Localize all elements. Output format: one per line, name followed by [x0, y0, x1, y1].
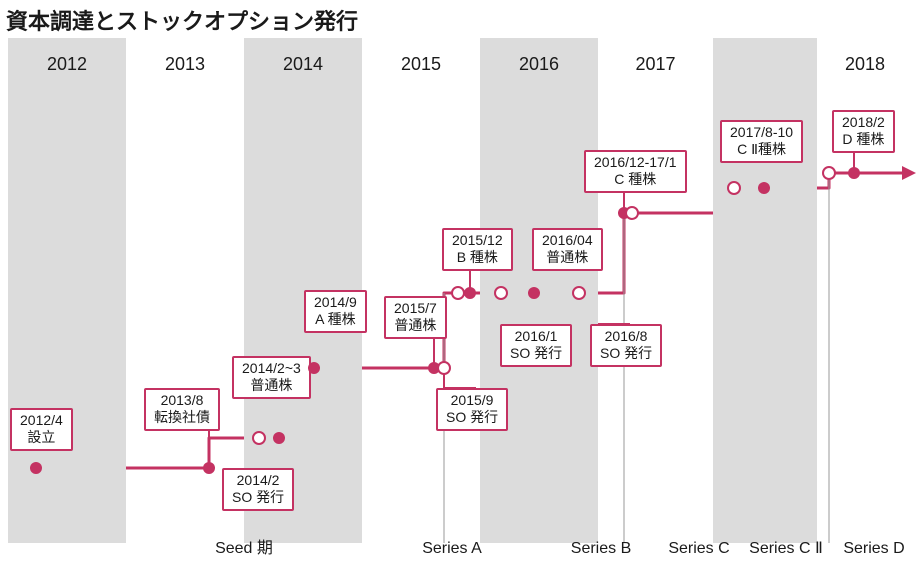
- series-label: Series C Ⅱ: [738, 538, 834, 558]
- series-label: Seed 期: [126, 534, 362, 558]
- event-desc: C Ⅱ種株: [730, 141, 793, 158]
- filled-marker: [758, 182, 770, 194]
- series-label: Series B: [542, 540, 660, 558]
- year-label: 2015: [362, 54, 480, 75]
- event-desc: D 種株: [842, 131, 885, 148]
- year-label: 2013: [126, 54, 244, 75]
- event-desc: 設立: [20, 429, 63, 446]
- filled-marker: [308, 362, 320, 374]
- year-label: 2014: [244, 54, 362, 75]
- open-marker: [451, 286, 465, 300]
- event-desc: SO 発行: [600, 345, 652, 362]
- year-label: 2016: [480, 54, 598, 75]
- filled-marker: [273, 432, 285, 444]
- event-conv-bond: 2013/8転換社債: [144, 388, 220, 431]
- event-date: 2016/8: [600, 328, 652, 345]
- event-date: 2015/12: [452, 232, 503, 249]
- series-label: Series A: [362, 540, 542, 558]
- open-marker: [252, 431, 266, 445]
- event-d-pref: 2018/2D 種株: [832, 110, 895, 153]
- event-desc: SO 発行: [510, 345, 562, 362]
- event-desc: B 種株: [452, 249, 503, 266]
- filled-marker: [203, 462, 215, 474]
- event-date: 2014/2~3: [242, 360, 301, 377]
- timeline-chart: 2012201320142015201620172018Seed 期Series…: [4, 38, 918, 566]
- year-band-2012: 2012: [8, 38, 126, 543]
- event-a-pref: 2014/9A 種株: [304, 290, 367, 333]
- filled-marker: [30, 462, 42, 474]
- series-label: Series D: [834, 540, 914, 558]
- page-title: 資本調達とストックオプション発行: [6, 4, 358, 36]
- event-desc: 普通株: [394, 317, 437, 334]
- series-label: Series C: [660, 540, 738, 558]
- event-so-2016-8: 2016/8SO 発行: [590, 324, 662, 367]
- event-date: 2015/9: [446, 392, 498, 409]
- open-marker: [625, 206, 639, 220]
- event-desc: 普通株: [242, 377, 301, 394]
- event-date: 2017/8-10: [730, 124, 793, 141]
- event-c2-pref: 2017/8-10C Ⅱ種株: [720, 120, 803, 163]
- event-so-2015-9: 2015/9SO 発行: [436, 388, 508, 431]
- event-desc: SO 発行: [232, 489, 284, 506]
- event-so-2016-1: 2016/1SO 発行: [500, 324, 572, 367]
- event-so-2014-2: 2014/2SO 発行: [222, 468, 294, 511]
- year-label: 2017: [598, 54, 713, 75]
- filled-marker: [848, 167, 860, 179]
- event-date: 2016/1: [510, 328, 562, 345]
- event-common-2014: 2014/2~3普通株: [232, 356, 311, 399]
- event-desc: SO 発行: [446, 409, 498, 426]
- year-band-6: [713, 38, 817, 543]
- event-c-pref: 2016/12-17/1C 種株: [584, 150, 687, 193]
- event-desc: 転換社債: [154, 409, 210, 426]
- year-label: 2012: [8, 54, 126, 75]
- event-date: 2013/8: [154, 392, 210, 409]
- event-desc: A 種株: [314, 311, 357, 328]
- event-date: 2014/9: [314, 294, 357, 311]
- event-date: 2012/4: [20, 412, 63, 429]
- open-marker: [494, 286, 508, 300]
- event-date: 2015/7: [394, 300, 437, 317]
- open-marker: [572, 286, 586, 300]
- open-marker: [437, 361, 451, 375]
- year-band-2017: 2017: [598, 38, 713, 543]
- event-common-2015: 2015/7普通株: [384, 296, 447, 339]
- event-date: 2016/04: [542, 232, 593, 249]
- filled-marker: [464, 287, 476, 299]
- event-founding: 2012/4設立: [10, 408, 73, 451]
- event-b-pref: 2015/12B 種株: [442, 228, 513, 271]
- open-marker: [727, 181, 741, 195]
- filled-marker: [528, 287, 540, 299]
- event-desc: 普通株: [542, 249, 593, 266]
- event-date: 2018/2: [842, 114, 885, 131]
- event-date: 2014/2: [232, 472, 284, 489]
- year-label: 2018: [817, 54, 913, 75]
- event-date: 2016/12-17/1: [594, 154, 677, 171]
- open-marker: [822, 166, 836, 180]
- event-common-2016: 2016/04普通株: [532, 228, 603, 271]
- event-desc: C 種株: [594, 171, 677, 188]
